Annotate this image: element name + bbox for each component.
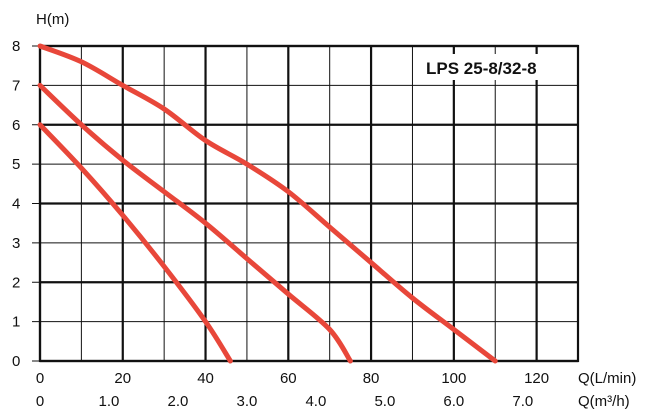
y-axis-label: H(m) — [36, 11, 69, 28]
pump-curve-2 — [37, 82, 353, 364]
x-tick-label-lpm: 80 — [363, 370, 380, 387]
x-tick-label-m3h: 3.0 — [236, 393, 257, 410]
x-tick-label-m3h: 1.0 — [99, 393, 120, 410]
x-tick-label-lpm: 60 — [280, 370, 297, 387]
x-tick-label-m3h: 4.0 — [305, 393, 326, 410]
x-tick-label-lpm: 120 — [524, 370, 549, 387]
x-tick-label-lpm: 40 — [197, 370, 214, 387]
y-tick-label: 7 — [12, 77, 20, 94]
x-tick-label-m3h: 5.0 — [374, 393, 395, 410]
title-background — [420, 54, 572, 80]
x-tick-label-lpm: 100 — [441, 370, 466, 387]
series-group — [37, 43, 498, 364]
chart-title: LPS 25-8/32-8 — [426, 59, 537, 78]
x-tick-label-m3h: 7.0 — [512, 393, 533, 410]
y-tick-label: 1 — [12, 314, 20, 331]
x-axis-label-lpm: Q(L/min) — [578, 370, 636, 387]
y-tick-label: 5 — [12, 156, 20, 173]
y-tick-label: 0 — [12, 353, 20, 370]
pump-curve-1 — [37, 122, 233, 364]
y-tick-label: 4 — [12, 196, 20, 213]
y-tick-label: 2 — [12, 274, 20, 291]
y-tick-label: 6 — [12, 117, 20, 134]
pump-curve-3 — [37, 43, 498, 364]
y-tick-label: 8 — [12, 38, 20, 55]
y-tick-label: 3 — [12, 235, 20, 252]
x-tick-label-m3h: 0 — [36, 393, 44, 410]
x-tick-label-lpm: 0 — [36, 370, 44, 387]
x-axis-label-m3h: Q(m³/h) — [578, 393, 630, 410]
x-tick-label-lpm: 20 — [114, 370, 131, 387]
grid-lines — [32, 44, 580, 363]
x-tick-label-m3h: 6.0 — [443, 393, 464, 410]
x-tick-label-m3h: 2.0 — [168, 393, 189, 410]
